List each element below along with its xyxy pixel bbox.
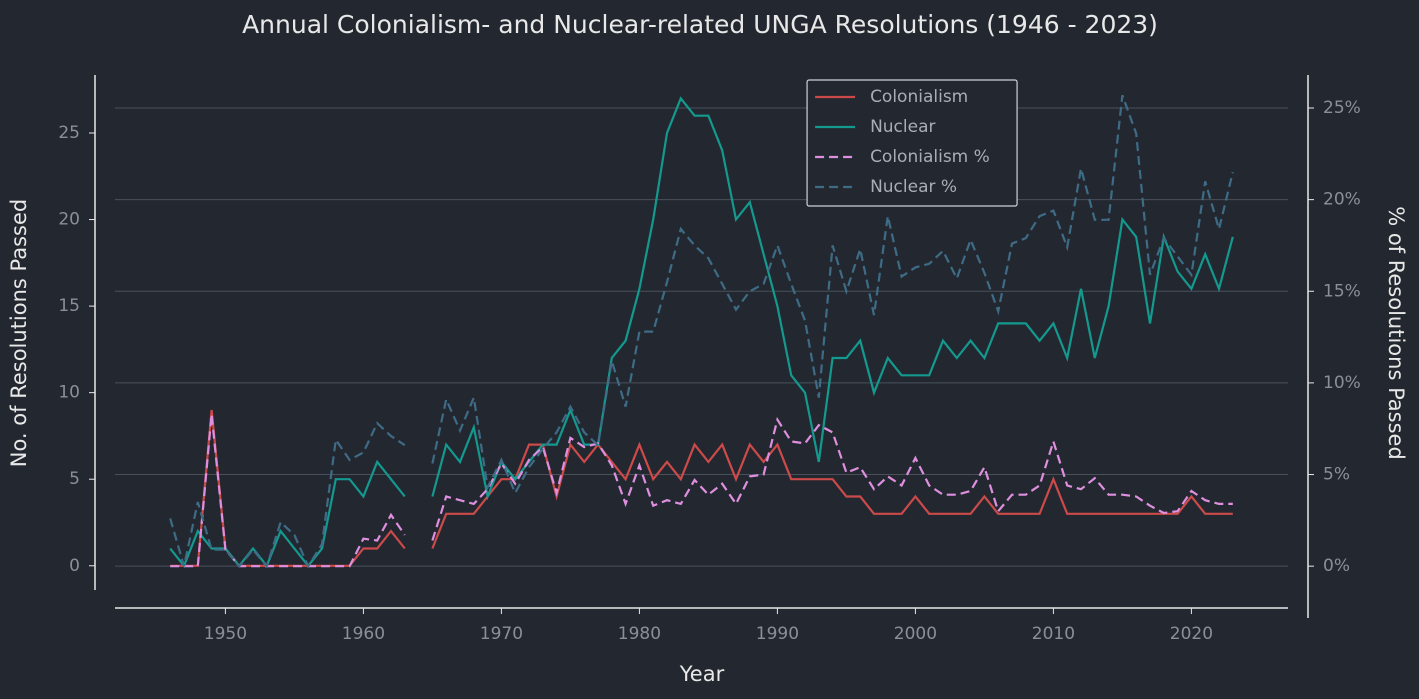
legend-label: Colonialism % — [870, 147, 990, 167]
y2-axis-label: % of Resolutions Passed — [1384, 206, 1408, 460]
x-tick-label: 1970 — [480, 624, 523, 644]
series-line — [169, 421, 406, 569]
series-line — [431, 441, 1233, 549]
x-tick-label: 1960 — [342, 624, 385, 644]
y-tick-label: 20 — [58, 210, 80, 230]
series-line — [431, 96, 1234, 501]
series-line — [170, 413, 406, 568]
x-tick-label: 1980 — [618, 624, 661, 644]
y-tick-label: 5 — [69, 469, 80, 489]
x-tick-label: 2020 — [1170, 624, 1213, 644]
y2-tick-label: 20% — [1323, 190, 1361, 210]
series-line — [431, 416, 1233, 541]
y-tick-label: 10 — [58, 383, 80, 403]
y-axis-label: No. of Resolutions Passed — [7, 199, 31, 468]
y2-tick-label: 5% — [1323, 465, 1350, 485]
legend-box — [806, 79, 1018, 207]
x-tick-label: 2010 — [1032, 624, 1075, 644]
y2-tick-label: 0% — [1323, 556, 1350, 576]
series-line — [431, 94, 1234, 496]
x-axis-label: Year — [679, 662, 725, 686]
chart-title: Annual Colonialism- and Nuclear-related … — [242, 10, 1158, 39]
y-tick-label: 15 — [58, 296, 80, 316]
y-tick-label: 0 — [69, 556, 80, 576]
y-tick-label: 25 — [58, 123, 80, 143]
x-tick-label: 2000 — [894, 624, 937, 644]
y2-tick-label: 15% — [1323, 281, 1361, 301]
x-tick-label: 1950 — [204, 624, 247, 644]
legend-label: Nuclear — [870, 117, 935, 137]
legend-label: Nuclear % — [870, 177, 957, 197]
legend: Colonialism Nuclear Colonialism % Nuclear % — [806, 79, 1018, 207]
y2-tick-label: 10% — [1323, 373, 1361, 393]
y2-tick-label: 25% — [1323, 98, 1361, 118]
x-tick-label: 1990 — [756, 624, 799, 644]
legend-label: Colonialism — [870, 87, 968, 107]
